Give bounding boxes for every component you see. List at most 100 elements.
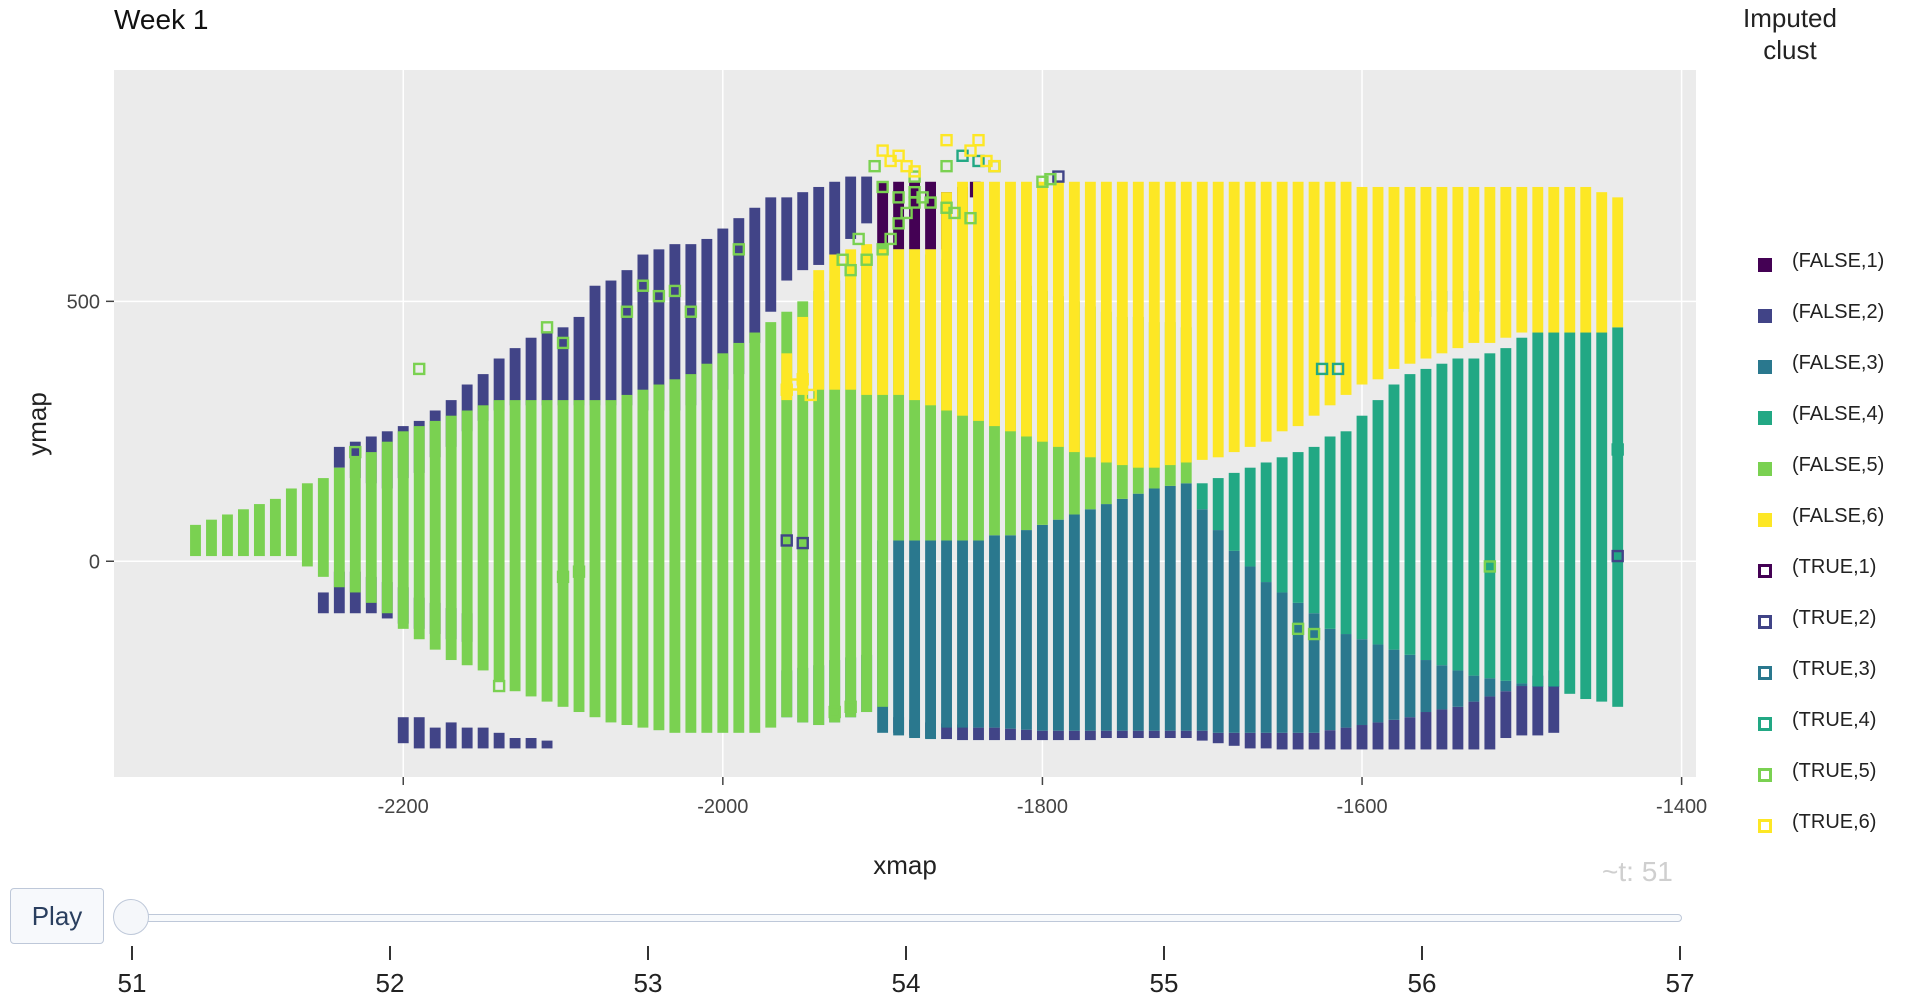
heatmap-column	[1036, 730, 1048, 741]
marker-layer	[349, 133, 1624, 719]
heatmap-column	[845, 176, 857, 239]
heatmap-column	[1516, 337, 1528, 684]
heatmap-column	[573, 316, 585, 406]
legend-item[interactable]: (TRUE,4)	[1690, 703, 1900, 754]
imputed-marker	[884, 232, 897, 246]
slider-tick	[1163, 946, 1165, 960]
imputed-marker	[948, 206, 961, 220]
heatmap-column	[1260, 732, 1272, 749]
legend-item[interactable]: (TRUE,1)	[1690, 550, 1900, 601]
heatmap-column	[1404, 374, 1416, 655]
heatmap-column	[317, 592, 329, 614]
x-tick-label: -1400	[1656, 796, 1707, 818]
slider-step-label[interactable]: 57	[1665, 968, 1695, 998]
heatmap-column	[845, 270, 857, 718]
heatmap-column	[877, 181, 889, 250]
legend-item[interactable]: (TRUE,5)	[1690, 754, 1900, 805]
slider-step-label[interactable]: 54	[891, 968, 921, 998]
marker-series-6	[780, 133, 1001, 402]
slider-step-label[interactable]: 55	[1149, 968, 1179, 998]
legend-title: Imputed clust	[1690, 2, 1890, 66]
legend-item[interactable]: (TRUE,2)	[1690, 601, 1900, 652]
heatmap-column	[1452, 186, 1464, 349]
heatmap-column	[1308, 181, 1320, 416]
imputed-marker	[972, 133, 985, 147]
heatmap-column	[1196, 730, 1208, 741]
heatmap-column	[1388, 186, 1400, 369]
heatmap-column	[749, 332, 761, 733]
legend-item[interactable]: (FALSE,2)	[1690, 295, 1900, 346]
heatmap-column	[1292, 732, 1304, 750]
heatmap-column	[1212, 181, 1224, 458]
imputed-marker	[652, 289, 666, 303]
legend-label: (TRUE,6)	[1792, 811, 1877, 833]
play-button[interactable]: Play	[10, 888, 104, 944]
slider-step-label[interactable]: 53	[633, 968, 663, 998]
heatmap-column	[1436, 186, 1448, 354]
heatmap-column	[1084, 730, 1096, 741]
legend-item[interactable]: (FALSE,1)	[1690, 244, 1900, 295]
heatmap-column	[781, 197, 793, 281]
heatmap-column	[1005, 535, 1016, 729]
heatmap-column	[413, 426, 425, 640]
heatmap-column	[669, 244, 681, 411]
heatmap-column	[605, 280, 617, 406]
legend-title-line-1: Imputed	[1743, 3, 1837, 33]
legend-label: (TRUE,4)	[1792, 709, 1877, 731]
heatmap-column	[1068, 514, 1080, 731]
imputed-marker	[924, 196, 937, 209]
imputed-marker	[1483, 560, 1497, 573]
slider-step-label[interactable]: 56	[1407, 968, 1437, 998]
heatmap-column	[429, 420, 441, 650]
heatmap-column	[1372, 400, 1384, 645]
heatmap-column	[349, 457, 361, 593]
heatmap-column	[1292, 602, 1304, 733]
legend-item[interactable]: (FALSE,3)	[1690, 346, 1900, 397]
imputed-marker	[620, 305, 634, 318]
imputed-marker	[796, 536, 809, 550]
heatmap-column	[765, 322, 777, 728]
slider-step-label[interactable]: 51	[117, 968, 147, 998]
heatmap-column	[429, 727, 441, 749]
heatmap-column	[893, 181, 905, 250]
heatmap-column	[397, 717, 409, 744]
heatmap-column	[1420, 368, 1432, 661]
heatmap-column	[1468, 358, 1480, 676]
heatmap-column	[1084, 509, 1096, 731]
imputed-marker	[908, 185, 921, 199]
slider-step-label[interactable]: 52	[375, 968, 405, 998]
series-layer	[190, 176, 1624, 750]
heatmap-column	[717, 228, 729, 390]
legend-item[interactable]: (TRUE,6)	[1690, 805, 1900, 856]
heatmap-column	[1548, 686, 1560, 688]
legend-item[interactable]: (FALSE,5)	[1690, 448, 1900, 499]
heatmap-column	[1292, 181, 1304, 427]
imputed-marker	[828, 705, 841, 719]
legend-item[interactable]: (TRUE,3)	[1690, 652, 1900, 703]
heatmap-column	[1564, 186, 1576, 333]
slider-tick	[389, 946, 391, 960]
heatmap-column	[861, 176, 873, 224]
slider-handle[interactable]	[113, 899, 149, 935]
heatmap-column	[1516, 683, 1528, 687]
heatmap-column	[1484, 353, 1496, 679]
heatmap-column	[541, 400, 553, 702]
heatmap-column	[381, 441, 393, 614]
heatmap-column	[1548, 332, 1560, 687]
imputed-marker	[876, 243, 889, 256]
legend-item[interactable]: (FALSE,4)	[1690, 397, 1900, 448]
heatmap-column	[653, 249, 665, 411]
y-tick-label: 0	[89, 551, 100, 573]
heatmap-column	[685, 244, 697, 406]
imputed-marker	[836, 253, 849, 266]
heatmap-column	[1068, 181, 1080, 453]
animation-slider-rail[interactable]	[132, 914, 1682, 922]
heatmap-column	[222, 514, 233, 557]
heatmap-column	[525, 738, 537, 749]
heatmap-column	[1212, 478, 1224, 531]
heatmap-column	[285, 488, 297, 557]
slider-tick	[905, 946, 907, 960]
heatmap-column	[1516, 186, 1528, 333]
heatmap-column	[1276, 732, 1288, 750]
legend-item[interactable]: (FALSE,6)	[1690, 499, 1900, 550]
